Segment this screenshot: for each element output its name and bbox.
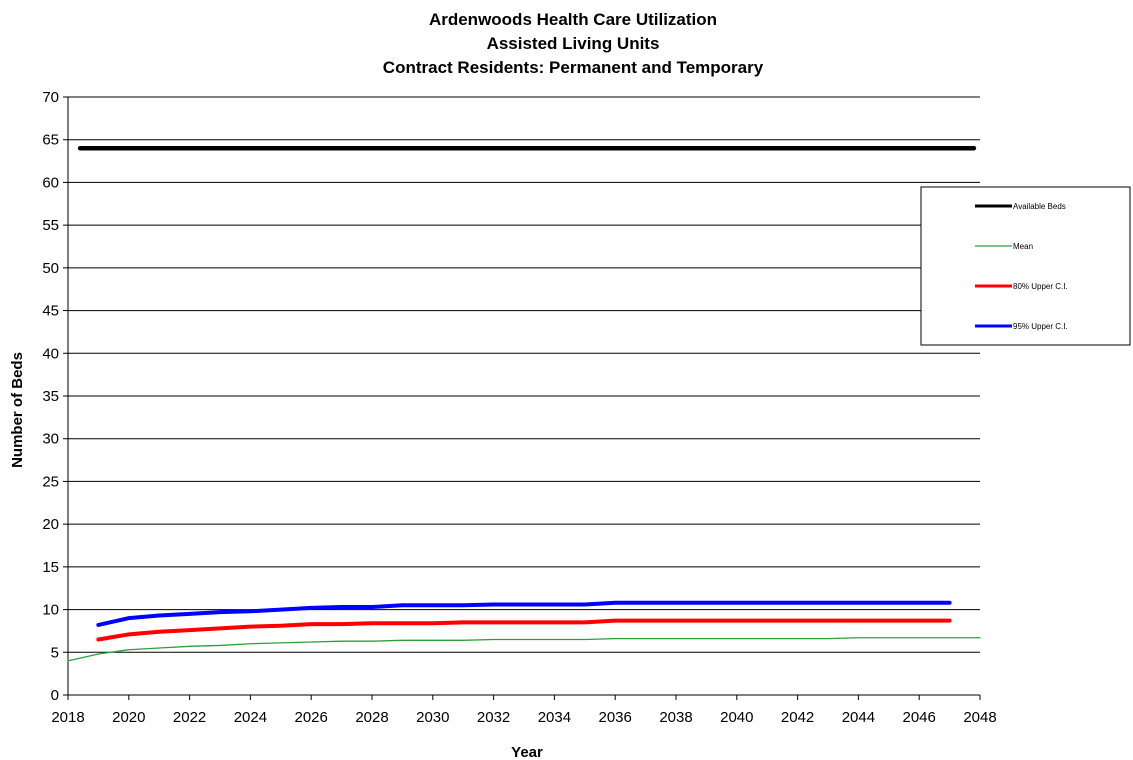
x-tick-label: 2030 xyxy=(416,709,449,726)
y-tick-label: 20 xyxy=(42,516,59,533)
y-tick-label: 15 xyxy=(42,559,59,576)
chart-title: Ardenwoods Health Care Utilization Assis… xyxy=(383,10,764,77)
mean-line xyxy=(67,637,981,662)
chart-title-line-1: Ardenwoods Health Care Utilization xyxy=(429,10,717,29)
y-axis-title: Number of Beds xyxy=(9,352,26,468)
legend-entry-95-upper-ci: 95% Upper C.I. xyxy=(1013,322,1068,331)
legend-box xyxy=(920,186,1131,346)
x-tick-label: 2046 xyxy=(903,709,936,726)
y-tick-label: 60 xyxy=(42,174,59,191)
legend-entry-80-upper-ci: 80% Upper C.I. xyxy=(1013,282,1068,291)
x-tick-label: 2028 xyxy=(355,709,388,726)
x-axis-title: Year xyxy=(511,744,543,760)
x-tick-label: 2018 xyxy=(51,709,84,726)
y-tick-label: 45 xyxy=(42,303,59,320)
x-tick-label: 2032 xyxy=(477,709,510,726)
y-tick-labels: 0 5 10 15 20 25 30 35 40 45 50 55 60 65 70 xyxy=(42,89,59,704)
x-tick-label: 2034 xyxy=(538,709,571,726)
chart-title-line-3: Contract Residents: Permanent and Tempor… xyxy=(383,58,764,77)
y-tick-label: 5 xyxy=(51,644,59,661)
y-tick-label: 35 xyxy=(42,388,59,405)
x-tick-label: 2022 xyxy=(173,709,206,726)
y-tick-label: 50 xyxy=(42,260,59,277)
y-tick-label: 10 xyxy=(42,602,59,619)
x-tick-label: 2026 xyxy=(295,709,328,726)
x-tick-label: 2040 xyxy=(720,709,753,726)
y-tick-label: 0 xyxy=(51,687,59,704)
upper-ci-80-line xyxy=(96,618,952,642)
legend-entry-mean: Mean xyxy=(1013,242,1033,251)
chart-title-line-2: Assisted Living Units xyxy=(487,34,660,53)
y-tick-label: 65 xyxy=(42,132,59,149)
axes xyxy=(63,96,981,700)
legend-entry-available-beds: Available Beds xyxy=(1013,202,1066,211)
x-tick-label: 2042 xyxy=(781,709,814,726)
x-tick-label: 2048 xyxy=(963,709,996,726)
x-tick-label: 2044 xyxy=(842,709,875,726)
x-tick-label: 2020 xyxy=(112,709,145,726)
x-tick-label: 2024 xyxy=(234,709,267,726)
gridlines xyxy=(68,96,980,653)
y-tick-label: 40 xyxy=(42,345,59,362)
y-tick-label: 25 xyxy=(42,473,59,490)
series-lines xyxy=(67,146,981,662)
y-tick-label: 70 xyxy=(42,89,59,106)
upper-ci-95-line xyxy=(96,600,952,627)
x-tick-label: 2036 xyxy=(599,709,632,726)
x-tick-labels: 2018 2020 2022 2024 2026 2028 2030 2032 2034 2036… xyxy=(51,709,996,726)
legend: Available Beds Mean 80% Upper C.I. 95% Uppe… xyxy=(920,186,1131,346)
y-tick-label: 55 xyxy=(42,217,59,234)
y-tick-label: 30 xyxy=(42,431,59,448)
x-tick-label: 2038 xyxy=(659,709,692,726)
